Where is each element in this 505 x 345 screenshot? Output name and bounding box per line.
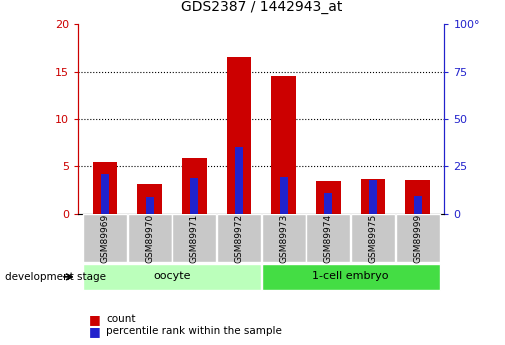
Text: GSM89969: GSM89969 [100,214,110,263]
Bar [262,264,439,290]
Bar [137,184,162,214]
Bar [146,197,154,214]
Bar [351,214,395,262]
Text: GSM89999: GSM89999 [413,214,422,263]
Bar [280,177,288,214]
Text: GSM89974: GSM89974 [324,214,333,263]
Bar [93,162,117,214]
Text: percentile rank within the sample: percentile rank within the sample [106,326,282,336]
Text: 1-cell embryo: 1-cell embryo [313,271,389,281]
Bar [307,214,350,262]
Text: ■: ■ [88,313,100,326]
Text: GSM89972: GSM89972 [234,214,243,263]
Text: count: count [106,314,135,324]
Text: oocyte: oocyte [154,271,191,281]
Bar [271,76,296,214]
Bar [414,196,422,214]
Bar [190,178,198,214]
Text: GSM89971: GSM89971 [190,214,199,263]
Bar [316,181,340,214]
Bar [262,214,306,262]
Bar [361,179,385,214]
Bar [172,214,216,262]
Bar [227,57,251,214]
Bar [217,214,261,262]
Text: GSM89973: GSM89973 [279,214,288,263]
Bar [83,214,127,262]
Text: ■: ■ [88,325,100,338]
Bar [83,264,261,290]
Bar [101,174,109,214]
Text: GSM89970: GSM89970 [145,214,154,263]
Text: GDS2387 / 1442943_at: GDS2387 / 1442943_at [181,0,342,14]
Bar [324,193,332,214]
Bar [395,214,439,262]
Bar [235,148,243,214]
Bar [406,180,430,214]
Bar [369,180,377,214]
Text: development stage: development stage [5,272,106,282]
Text: GSM89975: GSM89975 [369,214,377,263]
Bar [128,214,172,262]
Bar [182,158,207,214]
